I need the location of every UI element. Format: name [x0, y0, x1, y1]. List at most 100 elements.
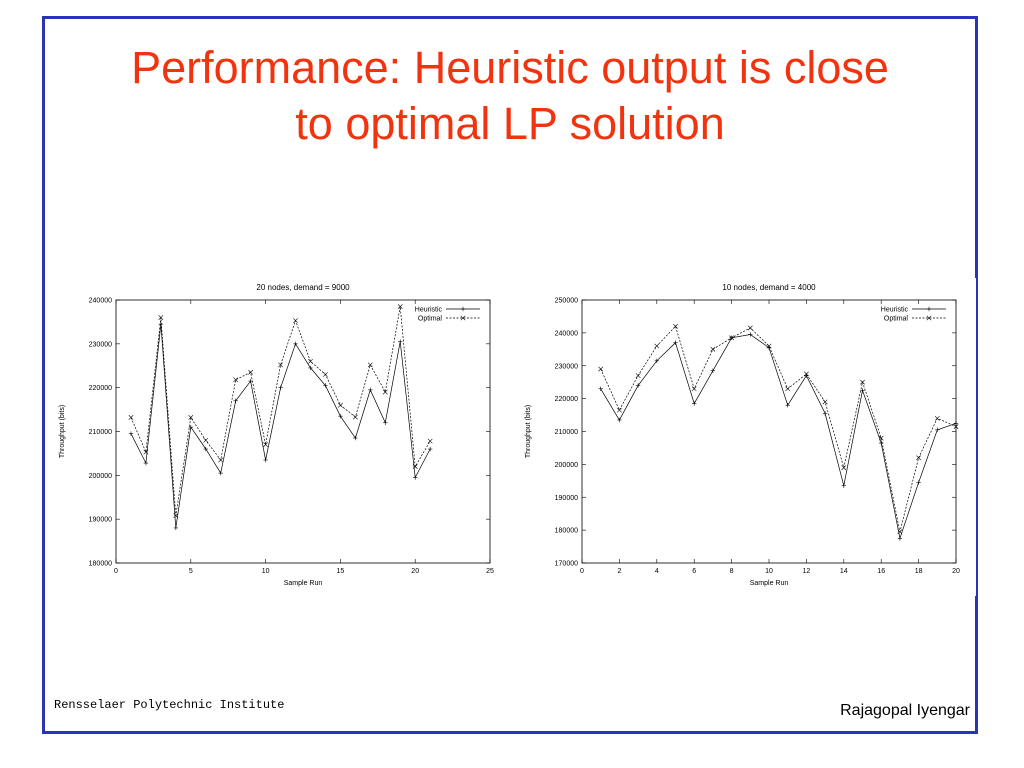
y-tick-label: 180000 [555, 528, 578, 535]
data-point-heuristic [188, 424, 193, 430]
data-point-heuristic [935, 427, 940, 433]
data-point-optimal [397, 304, 403, 309]
data-point-heuristic [308, 365, 313, 371]
chart-10-nodes-svg: 10 nodes, demand = 4000 170000 180000 19000… [525, 283, 960, 587]
y-tick-label: 210000 [555, 429, 578, 436]
x-tick-label: 20 [952, 568, 960, 575]
data-point-heuristic [278, 385, 283, 390]
data-point-heuristic [710, 368, 716, 373]
legend-label-heuristic: Heuristic [881, 307, 909, 314]
x-tick-label: 18 [915, 568, 923, 575]
data-point-optimal [248, 369, 254, 375]
data-point-heuristic [897, 536, 903, 541]
x-tick-label: 6 [692, 568, 696, 575]
data-point-heuristic [158, 321, 164, 327]
data-point-heuristic [128, 431, 134, 436]
data-point-optimal [427, 438, 433, 444]
data-point-optimal [128, 415, 134, 420]
data-point-heuristic [635, 383, 641, 388]
series-line-heuristic [130, 324, 431, 528]
footer-institution: Rensselaer Polytechnic Institute [54, 698, 285, 712]
x-axis-label: Sample Run [284, 580, 323, 587]
data-point-optimal [841, 465, 847, 471]
x-tick-label: 0 [114, 568, 118, 575]
data-point-heuristic [143, 460, 149, 466]
data-point-heuristic [338, 413, 343, 419]
data-point-heuristic [822, 411, 828, 416]
y-tick-label: 210000 [89, 429, 112, 436]
y-tick-label: 200000 [89, 473, 112, 480]
data-point-optimal [188, 415, 194, 420]
data-point-heuristic [263, 457, 268, 463]
y-axis-label: Throughput (bits) [525, 405, 532, 458]
data-point-heuristic [427, 446, 433, 452]
data-point-heuristic [916, 480, 921, 485]
x-tick-label: 16 [877, 568, 885, 575]
x-tick-label: 10 [262, 568, 270, 575]
x-tick-label: 14 [840, 568, 848, 575]
data-point-optimal [934, 415, 940, 421]
data-point-optimal [412, 464, 418, 469]
data-point-heuristic [203, 446, 208, 452]
data-point-heuristic [617, 417, 622, 423]
chart-20-nodes: 20 nodes, demand = 9000 180000 190000 20000… [50, 278, 510, 596]
slide-title: Performance: Heuristic output is close t… [42, 40, 978, 152]
y-tick-label: 230000 [89, 341, 112, 348]
data-point-heuristic [218, 470, 223, 476]
slide-title-line-2: to optimal LP solution [295, 98, 725, 149]
data-point-heuristic [353, 435, 358, 441]
x-axis-label: Sample Run [750, 580, 789, 587]
data-point-optimal [953, 424, 959, 429]
data-point-heuristic [173, 525, 179, 531]
x-tick-label: 20 [411, 568, 419, 575]
data-point-heuristic [233, 398, 238, 404]
chart-title: 20 nodes, demand = 9000 [256, 283, 350, 292]
data-point-optimal [382, 389, 388, 395]
legend-marker [460, 315, 466, 321]
data-point-optimal [878, 435, 884, 441]
data-point-optimal [785, 386, 791, 392]
data-point-heuristic [413, 475, 418, 480]
data-point-optimal [233, 377, 239, 383]
data-point-optimal [616, 407, 622, 413]
data-point-heuristic [953, 421, 959, 426]
data-point-heuristic [860, 388, 865, 393]
data-point-optimal [337, 402, 343, 408]
y-axis-label: Throughput (bits) [59, 405, 66, 458]
plot-area [115, 299, 491, 564]
data-point-heuristic [879, 440, 884, 446]
chart-title: 10 nodes, demand = 4000 [722, 283, 816, 292]
y-tick-label: 230000 [555, 363, 578, 370]
data-point-optimal [308, 358, 313, 364]
y-tick-label: 240000 [555, 330, 578, 337]
legend-label-optimal: Optimal [884, 316, 909, 323]
data-point-heuristic [673, 340, 678, 345]
x-tick-label: 12 [803, 568, 811, 575]
y-tick-label: 200000 [555, 462, 578, 469]
data-point-heuristic [323, 383, 328, 388]
data-point-heuristic [654, 358, 659, 364]
y-tick-label: 170000 [555, 561, 578, 568]
x-tick-label: 15 [337, 568, 345, 575]
data-point-optimal [263, 442, 269, 448]
y-tick-label: 190000 [89, 517, 112, 524]
legend-label-optimal: Optimal [418, 316, 443, 323]
series-line-optimal [600, 325, 957, 532]
data-point-heuristic [692, 401, 697, 406]
y-tick-label: 190000 [555, 495, 578, 502]
data-point-optimal [673, 323, 678, 329]
data-point-optimal [766, 343, 772, 349]
legend-label-heuristic: Heuristic [415, 307, 443, 314]
y-tick-label: 180000 [89, 561, 112, 568]
series-line-optimal [130, 306, 431, 516]
x-tick-label: 0 [580, 568, 584, 575]
data-point-optimal [352, 414, 358, 420]
x-tick-label: 5 [189, 568, 193, 575]
data-point-heuristic [293, 341, 298, 347]
data-point-optimal [654, 343, 660, 349]
data-point-optimal [747, 325, 753, 331]
data-point-heuristic [598, 386, 603, 391]
y-tick-label: 220000 [89, 385, 112, 392]
x-tick-label: 25 [486, 568, 494, 575]
data-point-heuristic [748, 332, 753, 337]
